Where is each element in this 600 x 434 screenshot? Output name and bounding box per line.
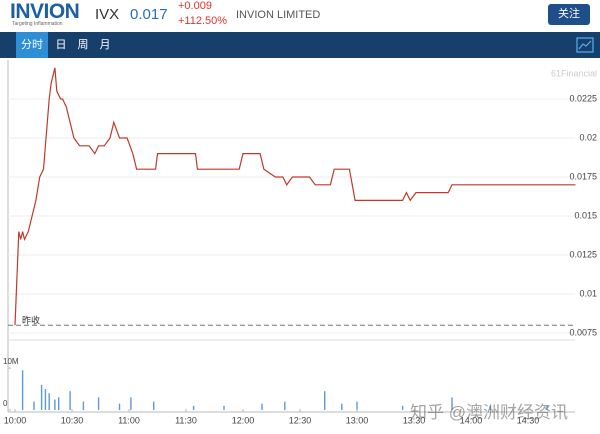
y-tick-label: 0.015 (574, 210, 597, 220)
tab[interactable]: 分时 (16, 32, 48, 58)
y-tick-label: 0.0075 (569, 327, 597, 337)
volume-bar (284, 401, 286, 410)
x-tick-label: 10:00 (4, 415, 27, 425)
volume-bar (261, 403, 263, 410)
volume-bar (58, 397, 60, 410)
reference-label: 昨收 (22, 315, 40, 326)
volume-bar (33, 401, 35, 410)
tab[interactable]: 周 (77, 39, 89, 51)
y-tick-label: 0.0125 (569, 249, 597, 259)
volume-bar (21, 370, 24, 410)
volume-bar (153, 401, 155, 410)
volume-bar (118, 403, 121, 410)
x-tick-label: 12:30 (289, 415, 312, 425)
volume-bar (48, 393, 50, 410)
x-tick-label: 14:30 (517, 415, 540, 425)
x-tick-label: 10:30 (61, 415, 84, 425)
price: 0.017 (130, 6, 168, 23)
watermark: 61Financial (551, 68, 597, 78)
volume-bar (97, 397, 100, 410)
company-name: INVION LIMITED (236, 9, 321, 21)
ticker: IVX (95, 6, 120, 23)
x-tick-label: 14:00 (460, 415, 483, 425)
y-tick-label: 0 (3, 399, 8, 408)
y-tick-label: 10M (3, 357, 19, 366)
volume-bar (324, 391, 326, 410)
tab-bar: 分时 日 周 月 (0, 32, 600, 58)
x-tick-label: 11:30 (175, 415, 197, 425)
volume-bar (54, 399, 56, 410)
y-tick-label: 0.0225 (569, 93, 597, 103)
volume-bar (192, 405, 195, 410)
volume-bar (341, 403, 343, 410)
watermark: 知乎 @澳洲财经资讯 (410, 403, 568, 422)
volume-bar (69, 391, 71, 410)
tab[interactable]: 日 (55, 39, 67, 51)
volume-bar (44, 389, 47, 410)
volume-bar (489, 405, 491, 410)
volume-bar (546, 405, 548, 410)
volume-bar (451, 397, 453, 410)
x-tick-label: 12:00 (232, 415, 255, 425)
x-tick-label: 13:30 (403, 415, 426, 425)
volume-bar (82, 401, 85, 410)
logo: INVION (10, 0, 80, 23)
follow-button[interactable]: 关注 (548, 4, 590, 25)
change-percent: +112.50% (178, 15, 228, 27)
volume-bar (401, 405, 404, 410)
logo-tagline: Targeting Inflammation (12, 21, 63, 27)
tab[interactable]: 月 (99, 39, 111, 51)
y-tick-label: 0.02 (579, 132, 597, 142)
chart-icon[interactable] (576, 37, 594, 53)
y-tick-label: 0.01 (579, 288, 597, 298)
change: +0.009 (178, 0, 212, 12)
volume-bar (40, 384, 43, 410)
volume-bar (223, 405, 225, 410)
volume-bar (356, 401, 358, 410)
x-tick-label: 13:00 (346, 415, 369, 425)
price-line (14, 67, 576, 326)
volume-bar (130, 397, 132, 410)
y-tick-label: 0.0175 (569, 171, 597, 181)
x-tick-label: 11:00 (118, 415, 140, 425)
